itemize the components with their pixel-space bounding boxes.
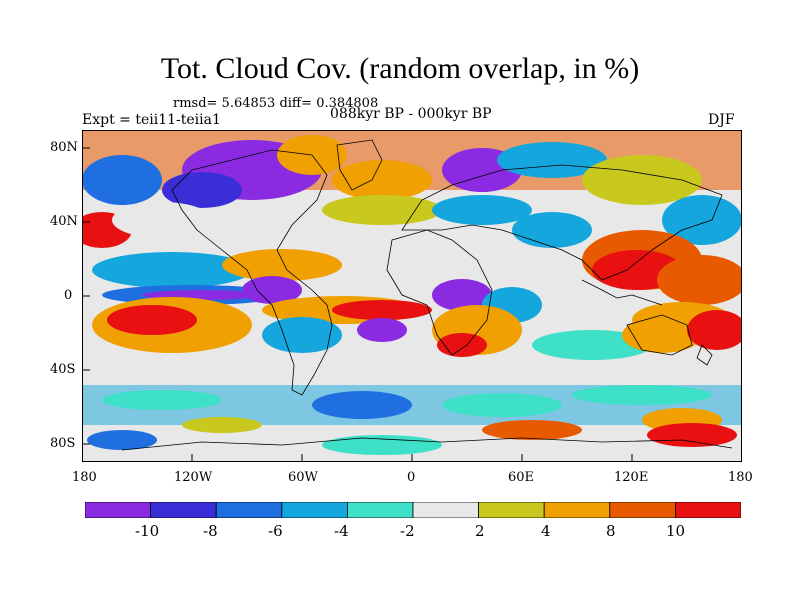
colorbar-label: -4 bbox=[334, 522, 349, 540]
colorbar-swatch bbox=[412, 502, 479, 518]
colorbar-label: 10 bbox=[666, 522, 686, 540]
anomaly-field bbox=[82, 130, 742, 462]
lon-label-60e: 60E bbox=[508, 470, 535, 485]
colorbar-label: -8 bbox=[203, 522, 218, 540]
colorbar-label: 2 bbox=[475, 522, 485, 540]
colorbar-label: 8 bbox=[606, 522, 616, 540]
colorbar bbox=[85, 502, 741, 518]
axis-ticks bbox=[82, 147, 633, 462]
colorbar-label: 4 bbox=[541, 522, 551, 540]
period-label: 088kyr BP - 000kyr BP bbox=[330, 106, 492, 122]
experiment-label: Expt = teii11-teiia1 bbox=[82, 112, 221, 128]
colorbar-swatch bbox=[215, 502, 283, 518]
lon-label-0: 0 bbox=[407, 470, 416, 485]
colorbar-swatch bbox=[346, 502, 414, 518]
lon-label-60w: 60W bbox=[288, 470, 318, 485]
coastlines bbox=[121, 139, 733, 451]
lat-label-80n: 80N bbox=[50, 140, 78, 155]
colorbar-swatch bbox=[543, 502, 611, 518]
colorbar-label: -6 bbox=[268, 522, 283, 540]
colorbar-swatch bbox=[675, 502, 741, 518]
colorbar-label: -2 bbox=[400, 522, 415, 540]
lon-label-120e: 120E bbox=[614, 470, 649, 485]
colorbar-swatch bbox=[85, 502, 151, 518]
season-label: DJF bbox=[708, 112, 735, 128]
colorbar-swatch bbox=[150, 502, 217, 518]
lon-label-180w: 180 bbox=[72, 470, 97, 485]
lat-label-0: 0 bbox=[64, 288, 73, 303]
colorbar-swatch bbox=[281, 502, 348, 518]
lat-label-80s: 80S bbox=[50, 436, 76, 451]
lat-label-40s: 40S bbox=[50, 362, 76, 377]
colorbar-swatch bbox=[478, 502, 545, 518]
colorbar-swatch bbox=[609, 502, 676, 518]
stats-line: rmsd= 5.64853 diff= 0.384808 bbox=[173, 96, 379, 111]
cloud-cover-map bbox=[82, 130, 742, 462]
lat-label-40n: 40N bbox=[50, 214, 78, 229]
lon-label-180e: 180 bbox=[728, 470, 753, 485]
lon-label-120w: 120W bbox=[174, 470, 213, 485]
map-title: Tot. Cloud Cov. (random overlap, in %) bbox=[160, 52, 640, 85]
colorbar-label: -10 bbox=[135, 522, 160, 540]
